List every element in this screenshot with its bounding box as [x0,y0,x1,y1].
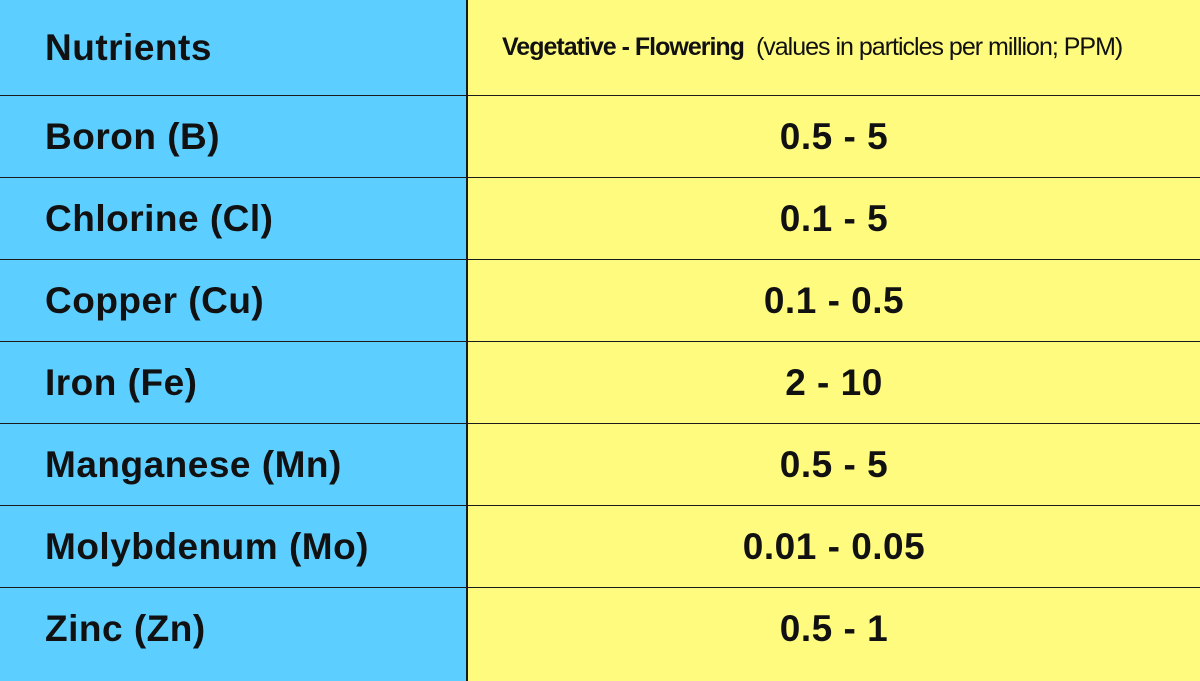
nutrient-name: Copper (Cu) [45,279,265,321]
table-row-nutrient: Manganese (Mn) [0,424,468,506]
right-column-bottom-filler [468,669,1200,681]
nutrient-value: 0.5 - 1 [779,607,889,649]
table-row-value: 0.01 - 0.05 [468,506,1200,588]
nutrient-value: 0.1 - 5 [779,197,889,239]
table-row-nutrient: Iron (Fe) [0,342,468,424]
table-row-value: 2 - 10 [468,342,1200,424]
nutrient-name: Chlorine (Cl) [45,197,274,239]
left-column-bottom-filler [0,669,468,681]
nutrient-name: Molybdenum (Mo) [45,525,370,567]
table-row-nutrient: Boron (B) [0,96,468,178]
nutrient-name: Boron (B) [45,115,221,157]
header-units-note: (values in particles per million; PPM) [755,33,1123,61]
nutrient-name: Zinc (Zn) [45,607,206,649]
header-values-cell: Vegetative - Flowering (values in partic… [468,0,1200,96]
header-nutrients-label: Nutrients [45,26,212,68]
table-row-nutrient: Zinc (Zn) [0,588,468,669]
table-row-nutrient: Chlorine (Cl) [0,178,468,260]
table-row-nutrient: Molybdenum (Mo) [0,506,468,588]
header-nutrients-cell: Nutrients [0,0,468,96]
nutrient-name: Iron (Fe) [45,361,198,403]
header-stage-label: Vegetative - Flowering [502,33,745,61]
table-row-value: 0.1 - 5 [468,178,1200,260]
nutrient-name: Manganese (Mn) [45,443,342,485]
table-row-value: 0.5 - 1 [468,588,1200,669]
nutrient-value: 0.5 - 5 [779,443,889,485]
table-row-value: 0.5 - 5 [468,96,1200,178]
table-row-value: 0.1 - 0.5 [468,260,1200,342]
nutrient-value: 2 - 10 [785,361,883,403]
nutrient-value: 0.1 - 0.5 [763,279,905,321]
nutrient-value: 0.5 - 5 [779,115,889,157]
nutrient-value: 0.01 - 0.05 [742,525,926,567]
table-row-value: 0.5 - 5 [468,424,1200,506]
table-row-nutrient: Copper (Cu) [0,260,468,342]
